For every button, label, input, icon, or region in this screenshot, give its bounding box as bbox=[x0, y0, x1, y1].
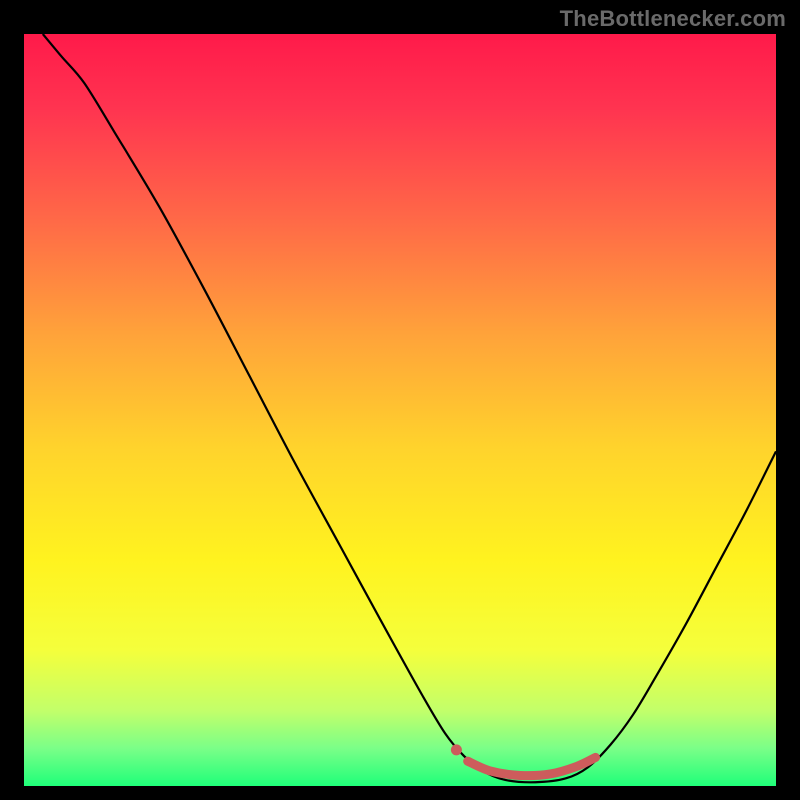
plot-area bbox=[24, 34, 776, 786]
watermark-text: TheBottlenecker.com bbox=[560, 6, 786, 32]
marker-dot bbox=[451, 744, 462, 755]
gradient-background bbox=[24, 34, 776, 786]
plot-svg bbox=[24, 34, 776, 786]
chart-container: TheBottlenecker.com bbox=[0, 0, 800, 800]
